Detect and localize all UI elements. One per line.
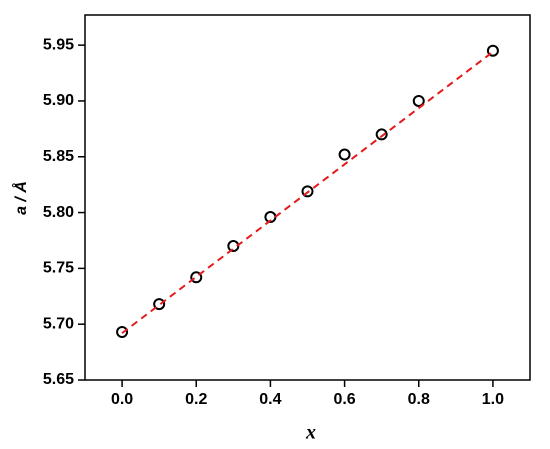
y-tick-label: 5.90 — [43, 92, 74, 109]
y-tick-label: 5.65 — [43, 371, 74, 388]
fit-line — [121, 51, 494, 334]
data-point — [338, 148, 351, 161]
x-tick-label: 0.0 — [111, 391, 133, 408]
y-tick-label: 5.85 — [43, 148, 74, 165]
x-tick-label: 1.0 — [482, 391, 504, 408]
y-tick-label: 5.95 — [43, 36, 74, 53]
data-point — [153, 298, 166, 311]
y-axis-label: a / Å — [11, 181, 30, 215]
x-axis-label: x — [305, 422, 316, 444]
x-tick-label: 0.4 — [259, 391, 281, 408]
data-point — [301, 185, 314, 198]
data-point — [375, 128, 388, 141]
data-point — [190, 271, 203, 284]
x-tick-label: 0.2 — [185, 391, 207, 408]
data-point — [116, 326, 129, 339]
y-tick-label: 5.75 — [43, 260, 74, 277]
plot-frame — [84, 14, 531, 381]
y-tick-label: 5.80 — [43, 204, 74, 221]
y-tick-label: 5.70 — [43, 315, 74, 332]
x-tick-label: 0.6 — [333, 391, 355, 408]
data-point — [412, 94, 425, 107]
data-point — [486, 44, 499, 57]
x-tick-label: 0.8 — [408, 391, 430, 408]
